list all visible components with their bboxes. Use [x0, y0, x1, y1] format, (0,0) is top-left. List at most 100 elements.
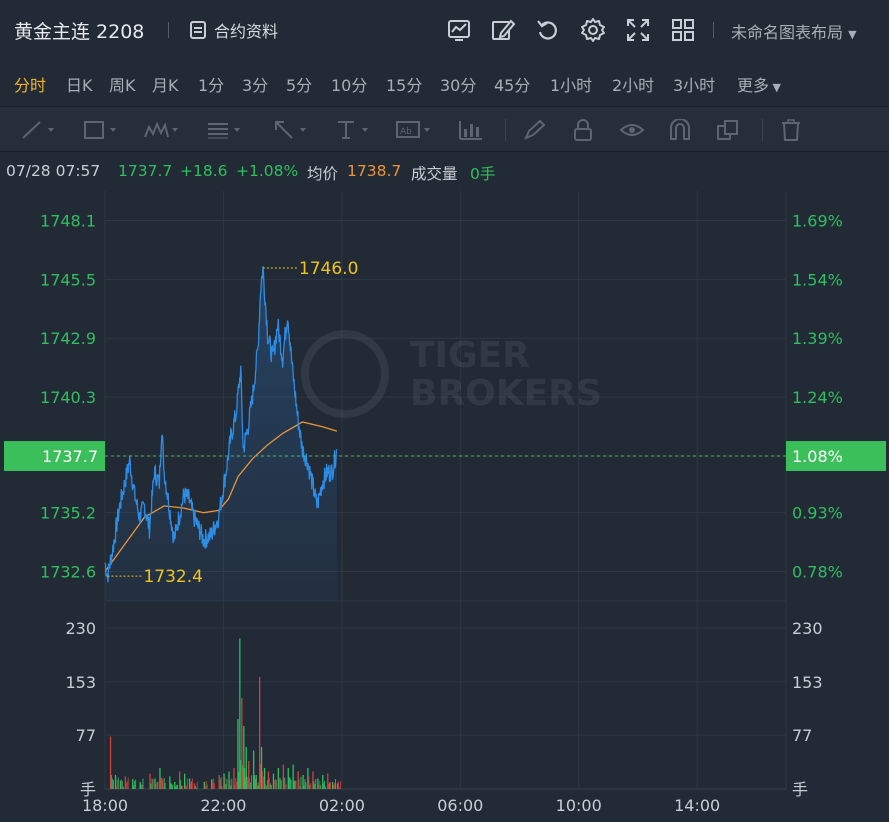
arrow-tool-icon[interactable]: [272, 119, 306, 141]
volume-bar: [159, 768, 161, 789]
y-left-tick: 1745.5: [40, 270, 96, 289]
volume-bar: [317, 778, 319, 789]
period-tab-9[interactable]: 30分: [440, 76, 477, 95]
volume-bar: [260, 764, 261, 789]
eye-icon[interactable]: [620, 119, 654, 141]
period-tab-0[interactable]: 分时: [14, 76, 47, 95]
volume-bar: [142, 778, 144, 789]
lock-icon[interactable]: [572, 119, 606, 141]
trash-icon[interactable]: [780, 119, 814, 141]
volume-bar: [339, 781, 341, 789]
x-tick: 22:00: [200, 796, 246, 815]
volume-bar: [250, 782, 252, 789]
volume-bar: [261, 780, 263, 789]
fullscreen-icon[interactable]: [625, 17, 651, 43]
volume-bar: [152, 779, 154, 789]
period-tab-13[interactable]: 3小时: [673, 76, 716, 95]
volume-bar: [265, 785, 267, 789]
period-tab-10[interactable]: 45分: [494, 76, 531, 95]
volume-bar: [333, 785, 334, 789]
volume-bar: [295, 780, 297, 789]
intraday-chart[interactable]: TIGER BROKERS 1746.0 1732.4 1748.1 1745.5 1742…: [0, 191, 889, 822]
volume-bar: [213, 778, 215, 789]
quote-price: 1737.7: [118, 162, 173, 180]
volume-bar: [299, 786, 301, 789]
x-tick: 02:00: [319, 796, 365, 815]
period-tab-2[interactable]: 周K: [109, 76, 136, 95]
magnet-icon[interactable]: [668, 119, 702, 141]
quote-datetime: 07/28 07:57: [6, 162, 101, 180]
grid-layout-icon[interactable]: [670, 17, 696, 43]
period-tab-7[interactable]: 10分: [331, 76, 368, 95]
volume-bar: [170, 783, 172, 789]
divider: [762, 119, 763, 141]
instrument-title: 黄金主连 2208: [14, 21, 145, 43]
indicator-tool-icon[interactable]: [458, 119, 492, 141]
volume-bar: [126, 781, 128, 789]
volume-bar: [307, 768, 309, 789]
x-tick: 10:00: [556, 796, 602, 815]
current-pct-tag-label: 1.08%: [792, 447, 843, 466]
watermark-logo-icon: [301, 330, 389, 418]
contract-info-button[interactable]: 合约资料: [190, 18, 278, 42]
contract-info-label: 合约资料: [214, 22, 279, 41]
volume-bar: [300, 776, 302, 789]
period-tab-3[interactable]: 月K: [152, 76, 179, 95]
period-tab-4[interactable]: 1分: [198, 76, 225, 95]
volume-bar: [184, 773, 186, 789]
period-tab-12[interactable]: 2小时: [612, 76, 655, 95]
volume-tick-right: 77: [792, 726, 812, 745]
volume-bar: [329, 782, 330, 789]
wave-tool-icon[interactable]: [144, 119, 178, 141]
volume-unit-left: 手: [80, 780, 96, 799]
gear-icon[interactable]: [580, 17, 606, 43]
volume-bar: [272, 773, 275, 789]
copy-icon[interactable]: [716, 119, 750, 141]
volume-bar: [134, 780, 136, 789]
volume-bar: [169, 776, 171, 789]
period-tab-1[interactable]: 日K: [66, 76, 93, 95]
current-pct-tag: [786, 441, 886, 472]
price-line: [104, 266, 338, 583]
rectangle-tool-icon[interactable]: [82, 119, 116, 141]
volume-bar: [179, 771, 181, 789]
pen-icon[interactable]: [522, 119, 556, 141]
period-tab-5[interactable]: 3分: [242, 76, 269, 95]
fib-tool-icon[interactable]: [206, 119, 240, 141]
volume-bar: [186, 778, 188, 789]
layout-dropdown[interactable]: 未命名图表布局 ▼: [731, 19, 857, 43]
volume-bar: [162, 787, 164, 789]
period-tab-11[interactable]: 1小时: [550, 76, 593, 95]
volume-bar: [270, 785, 272, 789]
y-left-tick: 1732.6: [40, 563, 96, 582]
trend-line-tool-icon[interactable]: [20, 119, 54, 141]
volume-unit-right: 手: [792, 780, 808, 799]
volume-bar: [255, 775, 257, 789]
volume-bar: [211, 779, 213, 789]
volume-bar: [110, 775, 112, 789]
volume-bar: [115, 786, 117, 789]
refresh-icon[interactable]: [535, 17, 561, 43]
volume-bar: [253, 750, 255, 789]
period-tab-8[interactable]: 15分: [386, 76, 423, 95]
volume-bar: [220, 777, 222, 789]
vertical-measure-tool-icon[interactable]: [334, 119, 368, 141]
volume-bar: [278, 777, 280, 789]
volume-bar: [112, 780, 114, 789]
volume-bar: [223, 773, 225, 789]
volume-bar: [297, 771, 299, 789]
period-tab-6[interactable]: 5分: [286, 76, 313, 95]
volume-bar: [132, 779, 134, 789]
edit-icon[interactable]: [490, 17, 516, 43]
indicator-chart-icon[interactable]: [446, 17, 472, 43]
y-left-tick: 1748.1: [40, 211, 96, 230]
volume-bar: [149, 773, 151, 789]
volume-bar: [298, 779, 300, 789]
volume-bar: [191, 778, 193, 789]
volume-bar: [257, 785, 259, 789]
volume-bar: [239, 638, 241, 789]
period-tab-14[interactable]: 更多 ▼: [737, 76, 781, 95]
volume-bar: [124, 776, 126, 789]
text-tool-icon[interactable]: Ab: [396, 119, 430, 141]
